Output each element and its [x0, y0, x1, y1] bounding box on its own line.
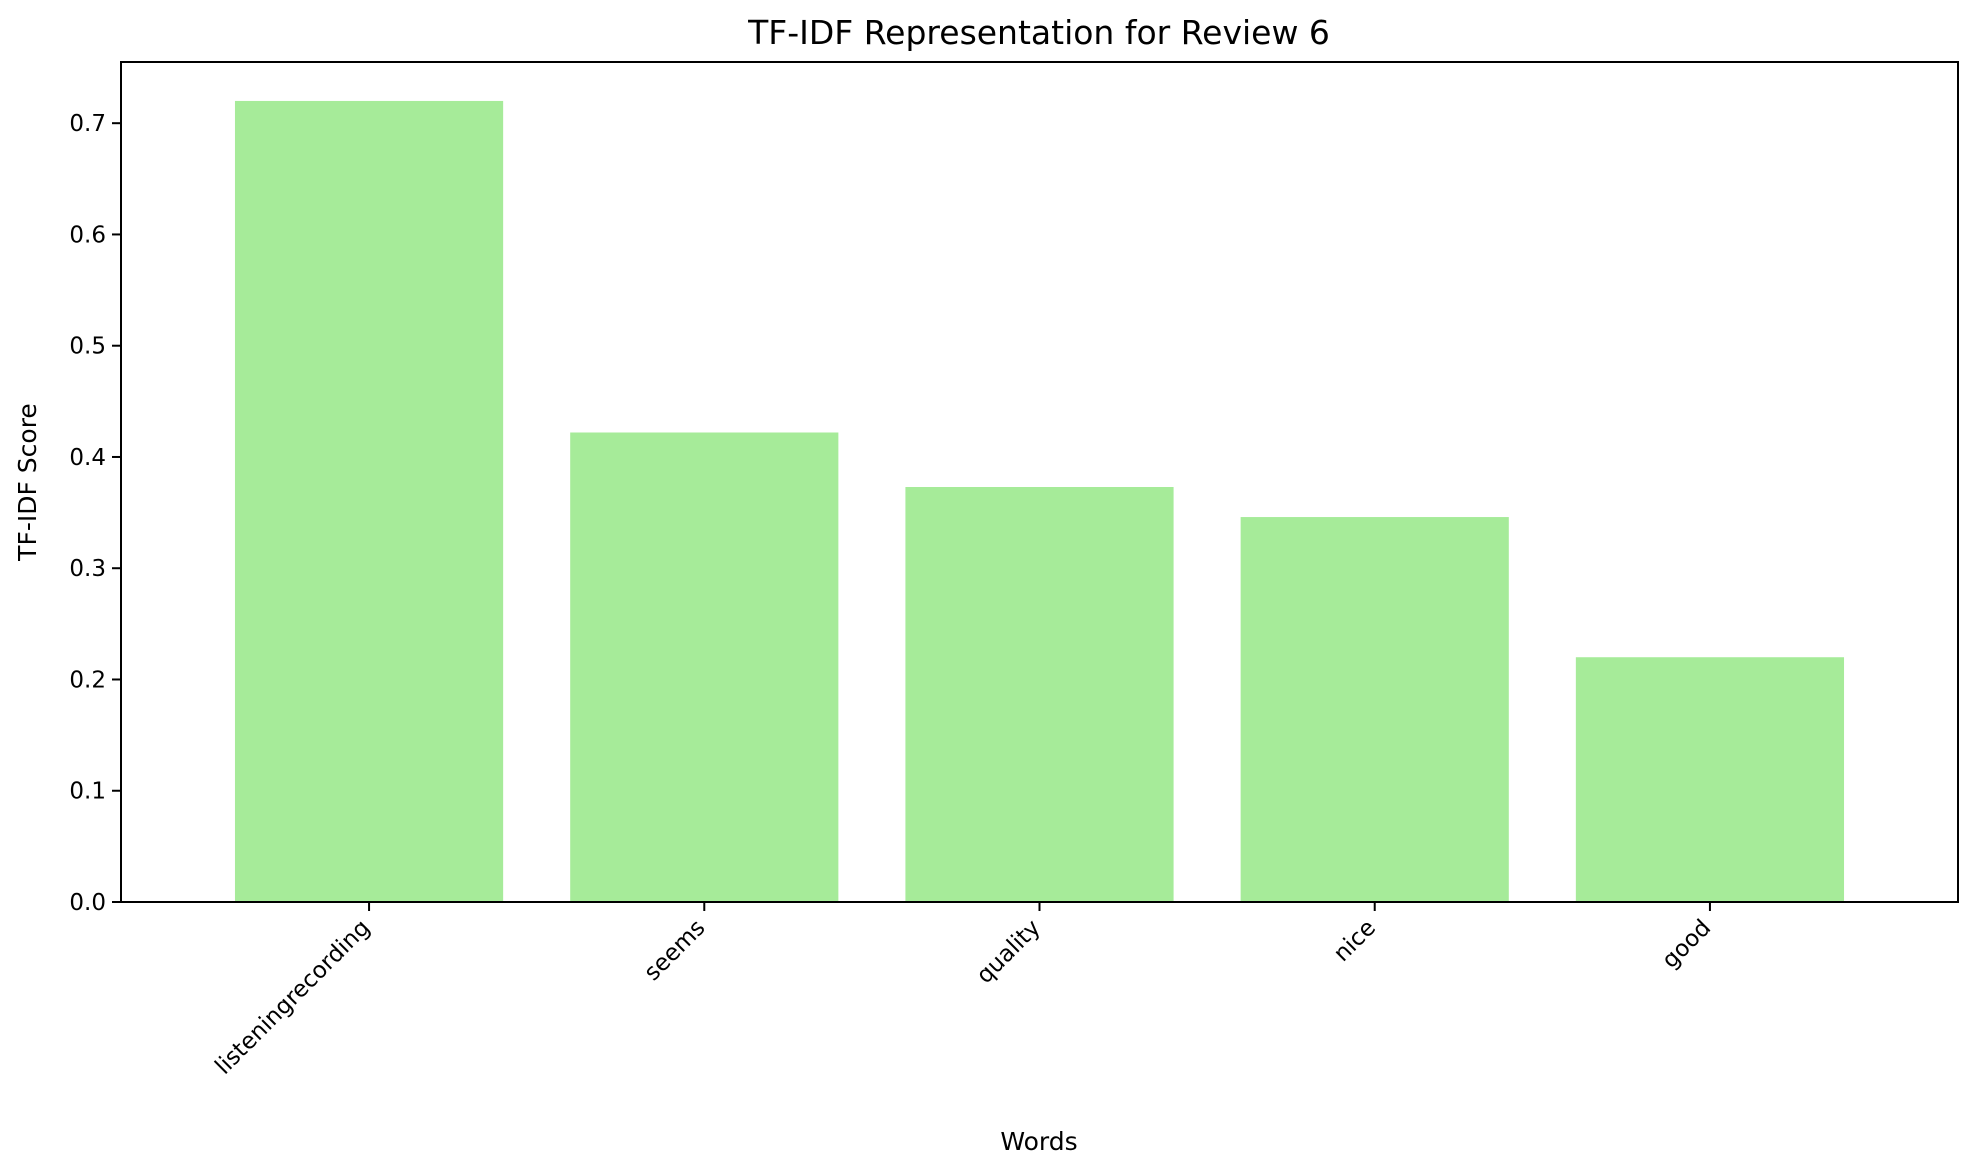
- x-tick-label: seems: [639, 915, 710, 986]
- bar-nice: [1240, 517, 1509, 902]
- bars-group: [234, 100, 1845, 902]
- y-tick-label: 0.6: [69, 222, 106, 248]
- x-axis: listeningrecording seems quality nice good: [210, 902, 1716, 1080]
- x-tick-label: quality: [972, 915, 1046, 989]
- y-tick-label: 0.5: [69, 334, 106, 360]
- y-tick-label: 0.2: [69, 667, 106, 693]
- x-tick-label: nice: [1329, 915, 1381, 967]
- x-axis-label: Words: [1000, 1127, 1077, 1156]
- y-axis: 0.0 0.1 0.2 0.3 0.4 0.5 0.6 0.7: [69, 111, 121, 916]
- bar-good: [1575, 657, 1845, 902]
- x-tick-label: good: [1657, 915, 1716, 974]
- y-tick-label: 0.7: [69, 111, 106, 137]
- y-tick-label: 0.0: [69, 890, 106, 916]
- y-axis-label: TF-IDF Score: [13, 403, 42, 562]
- y-tick-label: 0.4: [69, 445, 106, 471]
- x-tick-label: listeningrecording: [210, 915, 375, 1080]
- bar-listeningrecording: [234, 100, 504, 902]
- chart-title: TF-IDF Representation for Review 6: [747, 13, 1330, 52]
- bar-seems: [570, 432, 839, 902]
- bar-quality: [905, 487, 1174, 902]
- y-tick-label: 0.3: [69, 556, 106, 582]
- y-tick-label: 0.1: [69, 779, 106, 805]
